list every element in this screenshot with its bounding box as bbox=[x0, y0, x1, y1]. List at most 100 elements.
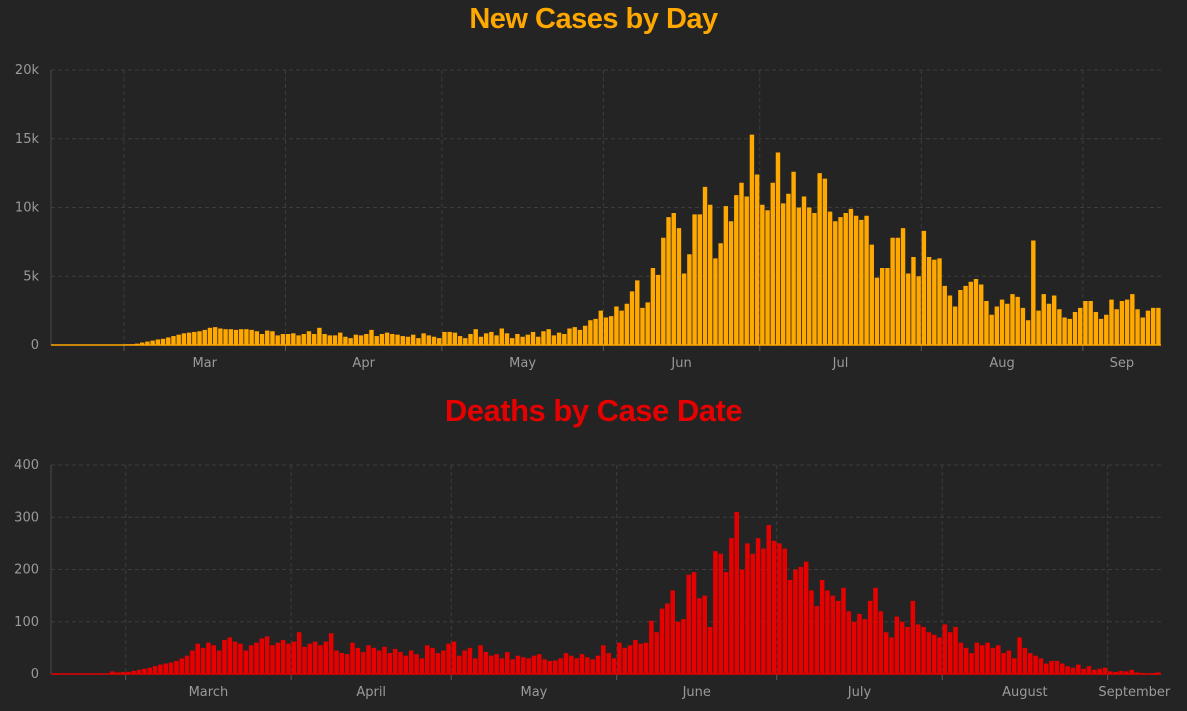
bar bbox=[374, 336, 379, 345]
bar bbox=[311, 334, 317, 345]
bar bbox=[296, 335, 301, 345]
bar bbox=[911, 257, 916, 345]
bar bbox=[163, 663, 169, 674]
bar bbox=[275, 335, 280, 345]
bar bbox=[521, 657, 526, 674]
bar bbox=[968, 281, 973, 345]
x-tick-label: Aug bbox=[989, 356, 1014, 371]
bar bbox=[574, 658, 579, 674]
bar bbox=[878, 611, 884, 674]
bar bbox=[745, 543, 750, 674]
bar bbox=[147, 667, 152, 674]
bar bbox=[807, 207, 812, 345]
bar bbox=[1102, 667, 1108, 674]
bar bbox=[435, 653, 441, 674]
bar bbox=[285, 334, 291, 345]
bar bbox=[509, 338, 515, 345]
bar bbox=[296, 632, 302, 674]
bar bbox=[510, 659, 515, 674]
bar bbox=[867, 600, 873, 674]
bar bbox=[553, 660, 558, 674]
bar bbox=[567, 328, 572, 345]
bar bbox=[1046, 303, 1052, 345]
bar bbox=[947, 632, 953, 674]
bar bbox=[212, 327, 218, 345]
bar bbox=[327, 335, 333, 345]
bar bbox=[691, 572, 697, 674]
bar bbox=[979, 284, 984, 345]
bar bbox=[115, 672, 120, 674]
bar bbox=[192, 331, 197, 345]
bar bbox=[1054, 660, 1060, 674]
bar bbox=[650, 268, 656, 345]
bar bbox=[782, 548, 788, 674]
bar bbox=[1015, 296, 1020, 345]
bar bbox=[999, 299, 1005, 345]
y-tick-label: 100 bbox=[14, 615, 39, 630]
bar bbox=[440, 650, 446, 674]
bar bbox=[249, 329, 254, 345]
bar bbox=[343, 336, 348, 345]
bar bbox=[633, 640, 638, 674]
bar bbox=[558, 658, 563, 674]
bar bbox=[1109, 299, 1114, 345]
bar bbox=[302, 646, 307, 674]
bar bbox=[270, 645, 275, 674]
bar bbox=[171, 336, 176, 345]
bar bbox=[426, 335, 432, 345]
bar bbox=[750, 553, 756, 674]
bar bbox=[405, 336, 411, 345]
bar bbox=[1027, 653, 1033, 674]
bar bbox=[355, 647, 361, 674]
bar bbox=[595, 655, 601, 674]
bar bbox=[708, 204, 713, 345]
bar bbox=[350, 642, 355, 674]
bar bbox=[472, 658, 478, 674]
bar bbox=[1025, 320, 1031, 345]
bar bbox=[869, 244, 874, 345]
bar bbox=[1065, 666, 1070, 674]
bar bbox=[398, 652, 403, 674]
bar bbox=[796, 207, 802, 345]
bar bbox=[155, 339, 161, 345]
bar bbox=[718, 553, 724, 674]
bar bbox=[1033, 655, 1038, 674]
bar bbox=[184, 655, 190, 674]
bar bbox=[670, 590, 675, 674]
bar bbox=[1081, 668, 1086, 674]
bar bbox=[1088, 301, 1093, 345]
bar bbox=[754, 174, 760, 345]
bar bbox=[1020, 307, 1026, 345]
bar bbox=[1097, 668, 1102, 674]
bar bbox=[442, 331, 447, 345]
bar bbox=[358, 335, 364, 345]
bar bbox=[984, 301, 989, 345]
bar bbox=[895, 237, 901, 345]
bar bbox=[915, 624, 921, 674]
bar bbox=[588, 320, 593, 345]
bar bbox=[617, 642, 622, 674]
bar bbox=[569, 655, 574, 674]
bar bbox=[551, 335, 557, 345]
bar bbox=[883, 632, 889, 674]
bar bbox=[1104, 314, 1109, 345]
bar bbox=[958, 642, 964, 674]
bar bbox=[463, 338, 468, 345]
bar bbox=[419, 658, 425, 674]
bar bbox=[227, 637, 233, 674]
bar bbox=[760, 204, 765, 345]
bar bbox=[323, 641, 329, 674]
bar bbox=[306, 331, 312, 345]
bar bbox=[1108, 671, 1113, 674]
bar bbox=[989, 314, 994, 345]
bar bbox=[890, 237, 895, 345]
bar bbox=[801, 196, 807, 345]
bar bbox=[1150, 307, 1156, 345]
bar bbox=[812, 213, 817, 345]
bar bbox=[864, 215, 869, 345]
x-tick-label: June bbox=[682, 685, 711, 700]
bar bbox=[1124, 671, 1129, 674]
bar bbox=[307, 643, 313, 674]
bar bbox=[848, 208, 854, 345]
bar bbox=[958, 290, 963, 345]
